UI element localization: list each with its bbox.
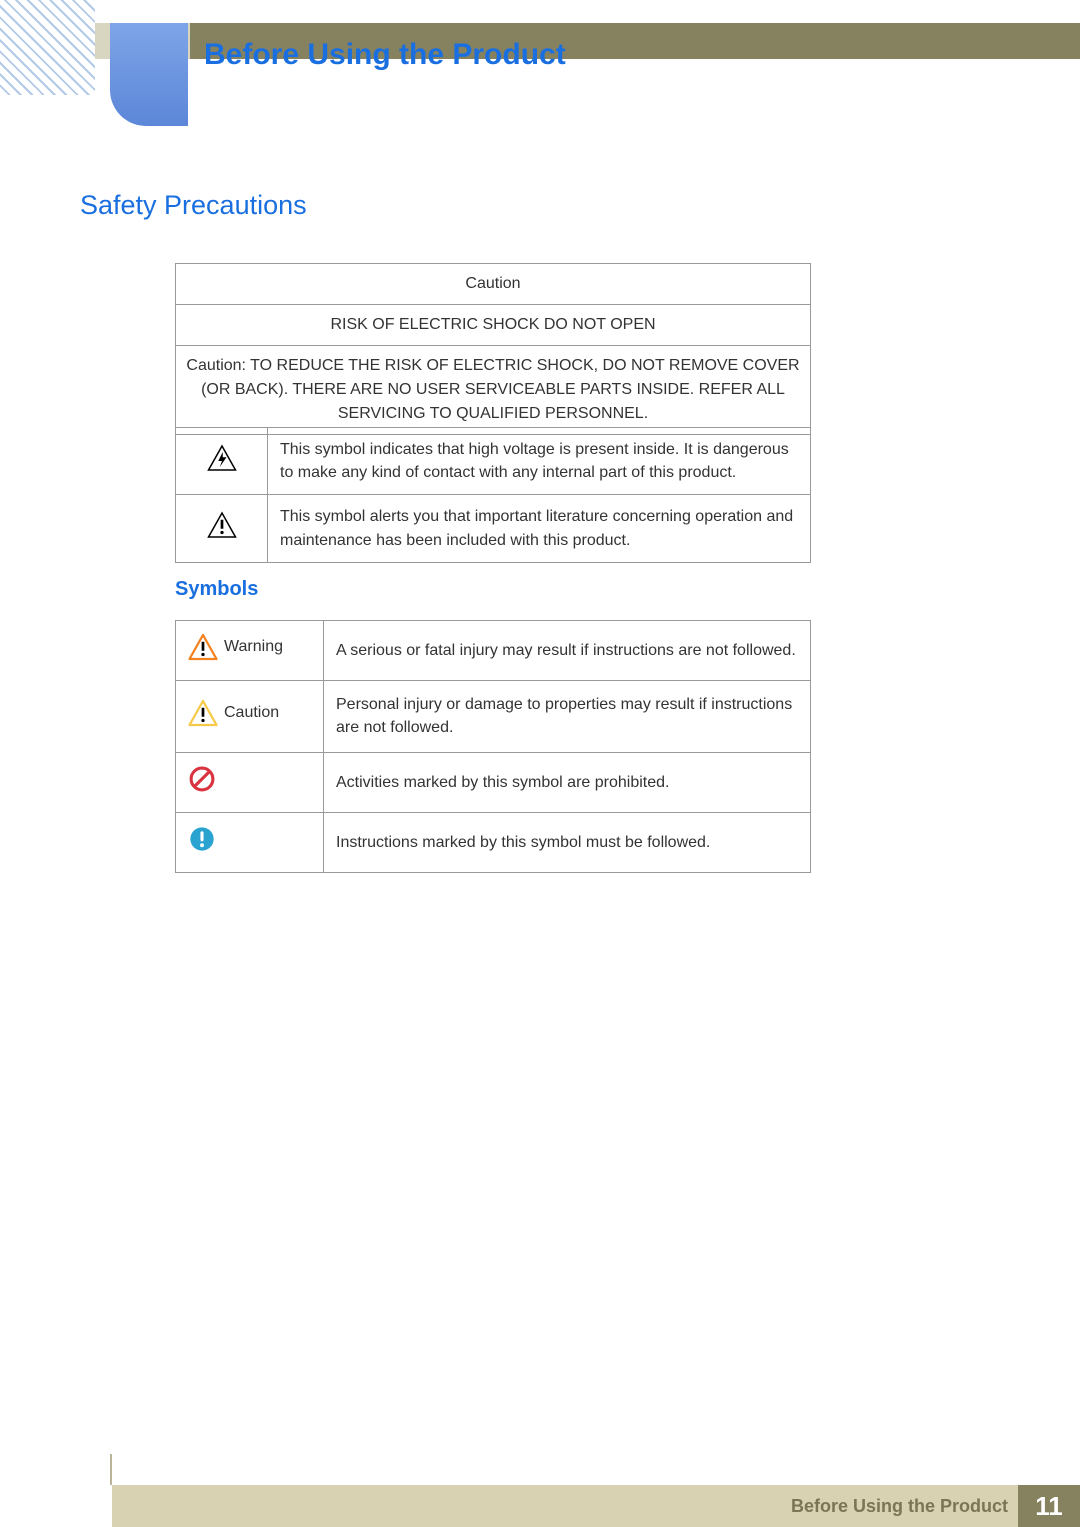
footer-page-number: 11 (1018, 1485, 1080, 1527)
warning-icon (188, 633, 218, 661)
symbols-legend-table: Warning A serious or fatal injury may re… (175, 620, 811, 873)
symbol-explain-text: This symbol indicates that high voltage … (268, 428, 811, 495)
caution-icon (188, 699, 218, 727)
must-follow-icon (188, 825, 216, 853)
symbol-explain-table: This symbol indicates that high voltage … (175, 427, 811, 563)
caution-row: Caution: TO REDUCE THE RISK OF ELECTRIC … (176, 346, 811, 435)
alert-triangle-icon (176, 495, 268, 562)
subsection-title: Symbols (175, 578, 258, 601)
symbol-desc: Personal injury or damage to properties … (324, 681, 811, 752)
chapter-tab-decor (110, 23, 188, 126)
symbol-explain-text: This symbol alerts you that important li… (268, 495, 811, 562)
chapter-title: Before Using the Product (204, 38, 566, 72)
section-title: Safety Precautions (80, 190, 307, 221)
symbol-label-cell (176, 812, 324, 872)
caution-box-table: Caution RISK OF ELECTRIC SHOCK DO NOT OP… (175, 263, 811, 435)
symbol-label: Caution (224, 701, 279, 724)
high-voltage-icon (176, 428, 268, 495)
prohibited-icon (188, 765, 216, 793)
corner-hatch-decor (0, 0, 95, 95)
symbol-desc: A serious or fatal injury may result if … (324, 621, 811, 681)
footer-chapter-label: Before Using the Product (791, 1496, 1008, 1517)
symbol-label-cell (176, 752, 324, 812)
symbol-desc: Instructions marked by this symbol must … (324, 812, 811, 872)
left-rule-decor (110, 1454, 112, 1485)
symbol-label-cell: Warning (176, 621, 324, 681)
symbol-label-cell: Caution (176, 681, 324, 752)
caution-row: RISK OF ELECTRIC SHOCK DO NOT OPEN (176, 305, 811, 346)
caution-row: Caution (176, 264, 811, 305)
footer-bar: Before Using the Product 11 (112, 1485, 1080, 1527)
symbol-label: Warning (224, 635, 283, 658)
symbol-desc: Activities marked by this symbol are pro… (324, 752, 811, 812)
